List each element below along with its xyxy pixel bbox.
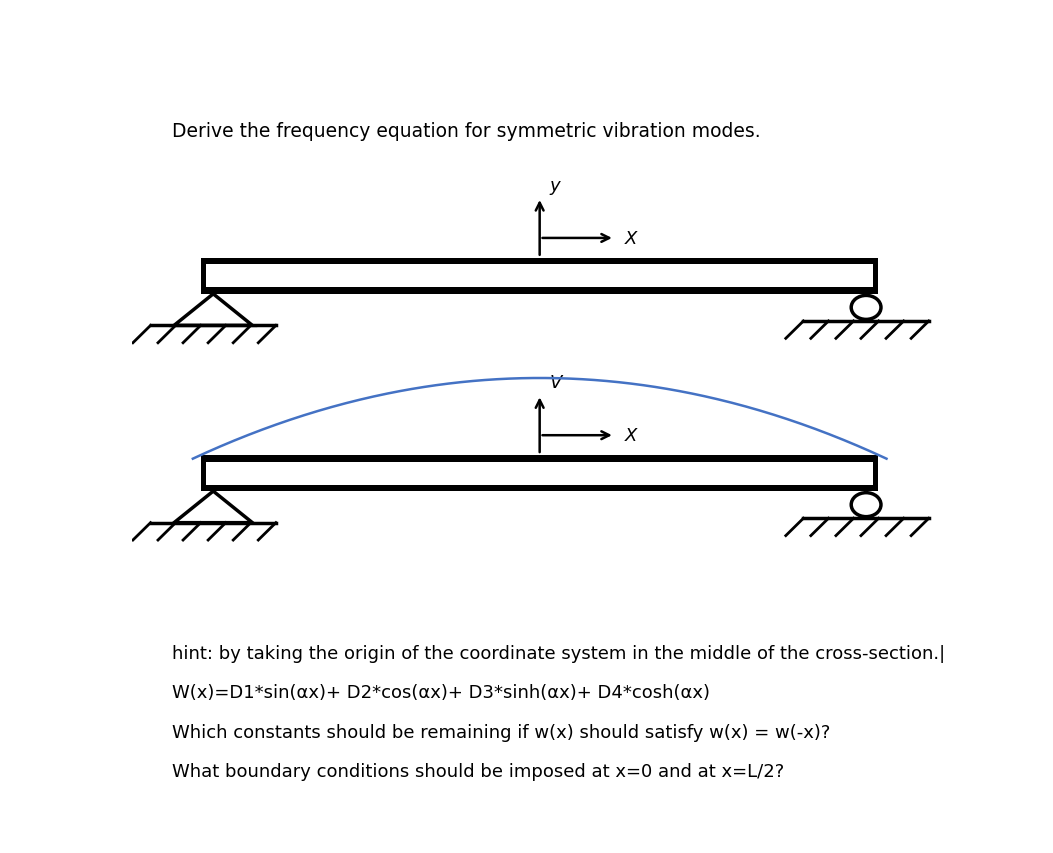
Text: V: V	[550, 374, 562, 392]
Text: hint: by taking the origin of the coordinate system in the middle of the cross-s: hint: by taking the origin of the coordi…	[173, 644, 946, 662]
Text: Which constants should be remaining if w(x) should satisfy w(x) = w(-x)?: Which constants should be remaining if w…	[173, 723, 831, 741]
Polygon shape	[174, 491, 253, 523]
Text: What boundary conditions should be imposed at x=0 and at x=L/2?: What boundary conditions should be impos…	[173, 763, 784, 780]
Bar	[201, 258, 878, 294]
Circle shape	[851, 296, 881, 320]
Text: X: X	[624, 426, 637, 444]
Polygon shape	[174, 294, 253, 326]
Text: X: X	[624, 229, 637, 247]
Text: Derive the frequency equation for symmetric vibration modes.: Derive the frequency equation for symmet…	[173, 122, 761, 141]
Circle shape	[851, 493, 881, 517]
Bar	[201, 456, 878, 491]
Text: W(x)=D1*sin(αx)+ D2*cos(αx)+ D3*sinh(αx)+ D4*cosh(αx): W(x)=D1*sin(αx)+ D2*cos(αx)+ D3*sinh(αx)…	[173, 683, 711, 702]
Bar	[206, 462, 873, 485]
Text: y: y	[550, 177, 560, 194]
Bar	[206, 265, 873, 288]
